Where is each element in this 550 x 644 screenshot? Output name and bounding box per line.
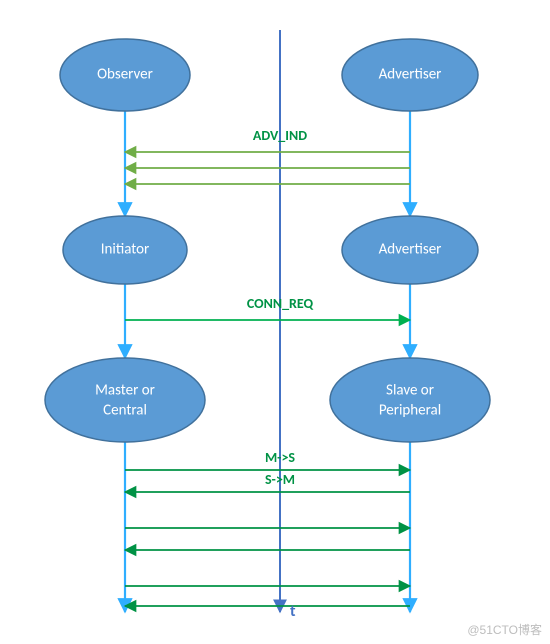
node-slave xyxy=(330,358,490,442)
node-master-label2: Central xyxy=(103,402,147,420)
sequence-diagram: ADV_IND CONN_REQ M->S S->M t Observer Advertis… xyxy=(0,0,550,644)
node-initiator-label: Initiator xyxy=(101,241,150,259)
node-master xyxy=(45,358,205,442)
node-slave-label1: Slave or xyxy=(386,382,434,400)
node-slave-label2: Peripheral xyxy=(379,402,441,420)
watermark: @51CTO博客 xyxy=(467,621,542,638)
node-advertiser2-label: Advertiser xyxy=(379,241,442,259)
sm-label: S->M xyxy=(265,471,295,488)
node-master-label1: Master or xyxy=(95,382,155,400)
node-observer-label: Observer xyxy=(97,66,153,84)
t-label: t xyxy=(290,602,296,621)
conn-req-label: CONN_REQ xyxy=(247,295,314,312)
node-advertiser1-label: Advertiser xyxy=(379,66,442,84)
adv-ind-label: ADV_IND xyxy=(253,127,307,144)
ms-label: M->S xyxy=(265,449,295,466)
